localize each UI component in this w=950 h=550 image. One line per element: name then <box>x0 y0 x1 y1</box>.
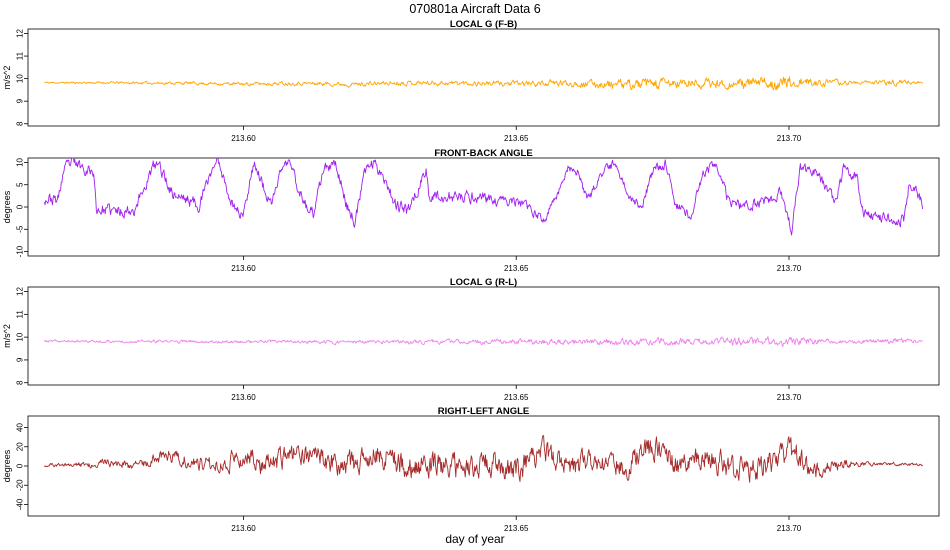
x-tick-label: 213.60 <box>231 264 256 273</box>
plot-frame <box>27 286 940 386</box>
y-tick-label: 10 <box>16 74 25 83</box>
x-tick-label: 213.60 <box>231 393 256 402</box>
x-tick-label: 213.65 <box>504 393 529 402</box>
series-line <box>44 435 923 483</box>
y-axis-label: degrees <box>2 190 12 223</box>
y-tick-label: 10 <box>16 157 25 166</box>
x-tick-label: 213.70 <box>777 264 802 273</box>
y-tick-label: 0 <box>16 463 25 468</box>
y-tick-label: -10 <box>16 245 25 257</box>
y-tick-label: 9 <box>16 357 25 362</box>
y-tick-label: 40 <box>16 423 25 432</box>
y-axis-label: m/s^2 <box>2 66 12 90</box>
x-tick-label: 213.60 <box>231 134 256 143</box>
figure-xlabel: day of year <box>445 532 504 546</box>
x-tick-label: 213.60 <box>231 524 256 533</box>
y-tick-label: 5 <box>16 182 25 187</box>
panel-title: RIGHT-LEFT ANGLE <box>438 406 529 417</box>
y-tick-label: 0 <box>16 204 25 209</box>
panel-right-left-angle: RIGHT-LEFT ANGLE -40 -20 0 20 40 degrees 213.60… <box>2 406 940 533</box>
y-tick-label: -20 <box>16 479 25 491</box>
series-line <box>44 336 923 348</box>
y-axis-label: degrees <box>2 449 12 482</box>
panel-front-back-angle: FRONT-BACK ANGLE -10 -5 0 5 10 degrees 213.60 21… <box>2 148 940 273</box>
y-tick-label: 11 <box>16 310 25 319</box>
y-tick-label: 8 <box>16 380 25 385</box>
panel-title: FRONT-BACK ANGLE <box>434 148 532 159</box>
x-tick-label: 213.70 <box>777 393 802 402</box>
y-tick-label: -5 <box>16 225 25 233</box>
panel-title: LOCAL G (F-B) <box>450 19 517 30</box>
x-tick-label: 213.65 <box>504 134 529 143</box>
y-axis-label: m/s^2 <box>2 324 12 348</box>
x-tick-label: 213.70 <box>777 134 802 143</box>
series-line <box>44 76 923 91</box>
y-tick-label: 12 <box>16 287 25 296</box>
y-tick-label: 10 <box>16 332 25 341</box>
figure-title: 070801a Aircraft Data 6 <box>409 2 540 16</box>
plot-frame <box>27 28 940 127</box>
x-tick-label: 213.65 <box>504 264 529 273</box>
y-tick-label: 20 <box>16 442 25 451</box>
panel-local-g-rl: LOCAL G (R-L) 8 9 10 11 12 m/s^2 213.60 213.65 21… <box>2 277 940 402</box>
y-tick-label: 12 <box>16 29 25 38</box>
x-tick-label: 213.65 <box>504 524 529 533</box>
y-tick-label: 11 <box>16 51 25 60</box>
y-tick-label: 9 <box>16 98 25 103</box>
x-tick-label: 213.70 <box>777 524 802 533</box>
y-tick-label: -40 <box>16 498 25 510</box>
series-line <box>43 157 924 236</box>
panel-local-g-fb: LOCAL G (F-B) 8 9 10 11 12 m/s^2 213.60 213.65 21… <box>2 19 940 143</box>
panel-title: LOCAL G (R-L) <box>450 277 517 288</box>
plot-frame <box>27 415 940 517</box>
y-tick-label: 8 <box>16 121 25 126</box>
